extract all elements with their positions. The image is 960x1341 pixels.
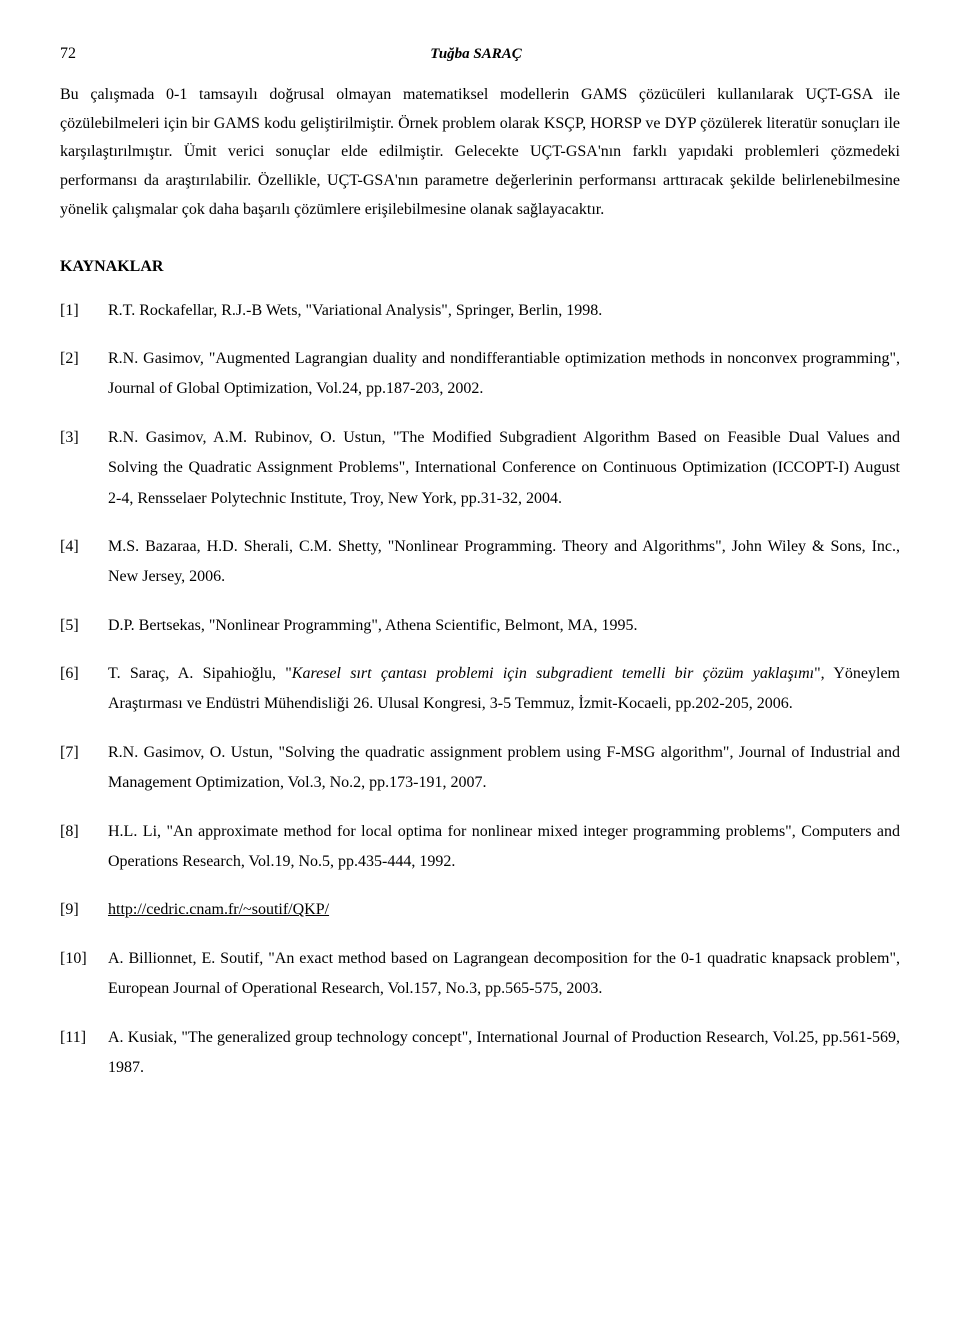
references-list: [1] R.T. Rockafellar, R.J.-B Wets, "Vari… <box>60 296 900 1084</box>
reference-body: R.N. Gasimov, A.M. Rubinov, O. Ustun, "T… <box>108 423 900 514</box>
reference-number: [1] <box>60 296 108 326</box>
reference-item: [1] R.T. Rockafellar, R.J.-B Wets, "Vari… <box>60 296 900 326</box>
reference-body: M.S. Bazaraa, H.D. Sherali, C.M. Shetty,… <box>108 532 900 593</box>
reference-text-italic: Karesel sırt çantası problemi için subgr… <box>292 665 814 682</box>
reference-number: [3] <box>60 423 108 514</box>
abstract-paragraph: Bu çalışmada 0-1 tamsayılı doğrusal olma… <box>60 81 900 225</box>
reference-body: A. Billionnet, E. Soutif, "An exact meth… <box>108 944 900 1005</box>
reference-item: [10] A. Billionnet, E. Soutif, "An exact… <box>60 944 900 1005</box>
reference-number: [11] <box>60 1023 108 1084</box>
reference-number: [9] <box>60 895 108 925</box>
reference-body: D.P. Bertsekas, "Nonlinear Programming",… <box>108 611 900 641</box>
reference-item: [6] T. Saraç, A. Sipahioğlu, "Karesel sı… <box>60 659 900 720</box>
reference-body: http://cedric.cnam.fr/~soutif/QKP/ <box>108 895 900 925</box>
reference-number: [7] <box>60 738 108 799</box>
reference-text-pre: T. Saraç, A. Sipahioğlu, " <box>108 665 292 682</box>
reference-number: [10] <box>60 944 108 1005</box>
reference-number: [4] <box>60 532 108 593</box>
reference-item: [2] R.N. Gasimov, "Augmented Lagrangian … <box>60 344 900 405</box>
reference-item: [4] M.S. Bazaraa, H.D. Sherali, C.M. She… <box>60 532 900 593</box>
references-heading: KAYNAKLAR <box>60 253 900 282</box>
reference-item: [5] D.P. Bertsekas, "Nonlinear Programmi… <box>60 611 900 641</box>
reference-body: A. Kusiak, "The generalized group techno… <box>108 1023 900 1084</box>
reference-number: [8] <box>60 817 108 878</box>
reference-body: T. Saraç, A. Sipahioğlu, "Karesel sırt ç… <box>108 659 900 720</box>
reference-item: [9] http://cedric.cnam.fr/~soutif/QKP/ <box>60 895 900 925</box>
reference-item: [7] R.N. Gasimov, O. Ustun, "Solving the… <box>60 738 900 799</box>
reference-body: R.N. Gasimov, O. Ustun, "Solving the qua… <box>108 738 900 799</box>
reference-item: [3] R.N. Gasimov, A.M. Rubinov, O. Ustun… <box>60 423 900 514</box>
reference-item: [8] H.L. Li, "An approximate method for … <box>60 817 900 878</box>
reference-number: [2] <box>60 344 108 405</box>
reference-number: [6] <box>60 659 108 720</box>
reference-body: H.L. Li, "An approximate method for loca… <box>108 817 900 878</box>
reference-body: R.N. Gasimov, "Augmented Lagrangian dual… <box>108 344 900 405</box>
author-name: Tuğba SARAÇ <box>76 41 876 68</box>
page-number: 72 <box>60 40 76 69</box>
page-header: 72 Tuğba SARAÇ <box>60 40 900 69</box>
reference-body: R.T. Rockafellar, R.J.-B Wets, "Variatio… <box>108 296 900 326</box>
reference-link[interactable]: http://cedric.cnam.fr/~soutif/QKP/ <box>108 901 329 918</box>
reference-item: [11] A. Kusiak, "The generalized group t… <box>60 1023 900 1084</box>
reference-number: [5] <box>60 611 108 641</box>
